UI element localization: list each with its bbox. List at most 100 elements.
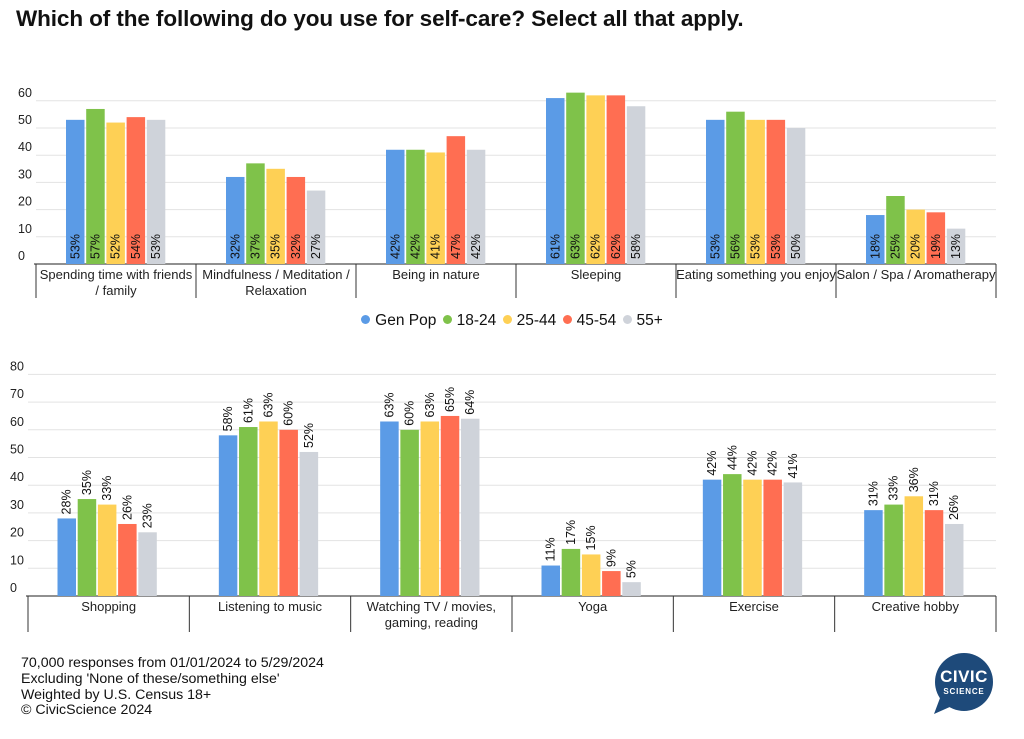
legend-label: 55+ (636, 312, 663, 329)
legend: Gen Pop 18-24 25-44 45-54 55+ (0, 312, 1024, 330)
bar (279, 429, 298, 596)
bar-value-label: 61% (548, 234, 562, 259)
bar-value-label: 65% (443, 387, 457, 412)
bar-value-label: 42% (469, 234, 483, 259)
bar-value-label: 13% (949, 234, 963, 259)
legend-item-55-plus: 55+ (622, 312, 663, 330)
legend-label: 45-54 (576, 312, 617, 329)
bar-value-label: 64% (463, 390, 477, 415)
logo-bubble-icon (934, 653, 993, 714)
bar (146, 119, 166, 264)
x-category-label: gaming, reading (385, 615, 478, 630)
bar (743, 479, 762, 596)
bar (226, 176, 245, 264)
bar-value-label: 41% (429, 234, 443, 259)
bar (626, 106, 646, 265)
bar (57, 518, 76, 596)
bar (118, 523, 137, 596)
bar-value-label: 53% (149, 234, 163, 259)
logo-text-civic: CIVIC (940, 667, 988, 686)
bar (944, 523, 964, 596)
bar-value-label: 42% (745, 451, 759, 476)
bar (706, 119, 725, 264)
chart-title: Which of the following do you use for se… (16, 6, 744, 31)
bar (380, 421, 399, 596)
footer-line-excluding: Excluding 'None of these/something else' (21, 670, 280, 687)
bar (581, 554, 601, 596)
bar-value-label: 31% (927, 481, 941, 506)
legend-item-25-44: 25-44 (502, 312, 556, 330)
legend-swatch (502, 315, 512, 324)
bar (426, 152, 445, 264)
bar-value-label: 53% (708, 234, 722, 259)
y-tick-label: 30 (18, 167, 32, 181)
bar-value-label: 62% (589, 234, 603, 259)
chart-top: 0 10 20 30 40 50 60 53% 57% 52% 54% 53% Spending tim… (18, 86, 997, 298)
bar (406, 149, 425, 264)
bar (420, 421, 440, 596)
bar (602, 571, 621, 596)
bar-value-label: 18% (868, 234, 882, 259)
bar (766, 119, 786, 264)
bar (864, 510, 883, 596)
bar (286, 176, 306, 264)
y-tick-label: 30 (10, 498, 24, 512)
bar (723, 474, 742, 596)
bar-value-label: 52% (302, 423, 316, 448)
bar-value-label: 5% (625, 560, 639, 578)
bar (566, 92, 585, 264)
bar (906, 209, 925, 264)
bar-value-label: 35% (80, 470, 94, 495)
charts-canvas: 0 10 20 30 40 50 60 53% 57% 52% 54% 53% Spending tim… (10, 86, 997, 632)
bar-value-label: 41% (786, 453, 800, 478)
bar-value-label: 42% (408, 234, 422, 259)
x-category-label: Yoga (578, 599, 608, 614)
legend-item-45-54: 45-54 (562, 312, 617, 330)
bar (299, 451, 319, 596)
bar-value-label: 63% (568, 234, 582, 259)
bar-value-label: 19% (929, 234, 943, 259)
bar-value-label: 27% (309, 234, 323, 259)
y-tick-label: 0 (18, 249, 25, 263)
bar-value-label: 32% (289, 234, 303, 259)
bar (97, 504, 117, 596)
bar (546, 98, 565, 264)
logo-text-science: SCIENCE (943, 687, 985, 696)
bar (86, 108, 105, 265)
bar (763, 479, 782, 596)
bar (446, 136, 466, 264)
bar-value-label: 60% (282, 401, 296, 426)
bar-value-label: 47% (449, 234, 463, 259)
x-category-label: Shopping (81, 599, 136, 614)
y-tick-label: 20 (18, 195, 32, 209)
bar (904, 496, 924, 596)
bar (440, 415, 460, 596)
bar-value-label: 32% (228, 234, 242, 259)
bar (924, 510, 944, 596)
bar-value-label: 58% (629, 234, 643, 259)
bar-value-label: 54% (129, 234, 143, 259)
chart-bottom: 0 10 20 30 40 50 60 70 80 28% 35% 33% 26% 23% Shopping… (10, 359, 997, 632)
bar (606, 95, 626, 264)
bar (266, 168, 285, 264)
footer-line-weighting: Weighted by U.S. Census 18+ (21, 686, 212, 703)
bar-value-label: 52% (109, 234, 123, 259)
bar (66, 119, 85, 264)
legend-item-18-24: 18-24 (442, 312, 497, 330)
y-tick-label: 60 (10, 415, 24, 429)
x-category-label: Being in nature (392, 267, 479, 282)
bar-value-label: 53% (68, 234, 82, 259)
bar-value-label: 42% (705, 451, 719, 476)
bar-value-label: 23% (141, 503, 155, 528)
bar-value-label: 36% (907, 467, 921, 492)
y-tick-label: 10 (18, 222, 32, 236)
y-tick-label: 70 (10, 387, 24, 401)
x-category-label: / family (95, 283, 137, 298)
legend-label: 18-24 (456, 312, 497, 329)
bar-value-label: 26% (120, 495, 134, 520)
x-category-label: Creative hobby (872, 599, 960, 614)
bar-value-label: 33% (100, 476, 114, 501)
bar-value-label: 26% (947, 495, 961, 520)
footer-line-responses: 70,000 responses from 01/01/2024 to 5/29… (21, 655, 324, 671)
legend-swatch (622, 315, 632, 324)
